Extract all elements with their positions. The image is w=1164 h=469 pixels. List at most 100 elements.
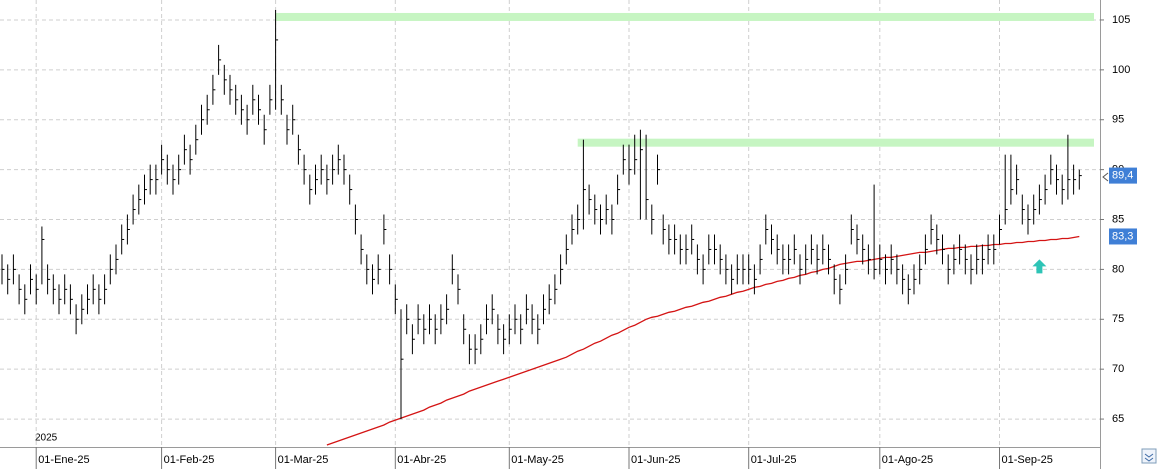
ohlc-bar [1,254,5,285]
ohlc-bar [451,254,455,285]
ohlc-bar [246,104,250,135]
ohlc-bar [389,254,393,285]
ohlc-bar [218,44,222,75]
ohlc-bar [235,84,239,115]
ohlc-bar [109,254,113,285]
ohlc-bar [178,154,182,185]
ohlc-bar [736,254,740,285]
ohlc-bar [7,264,11,295]
ohlc-bar [514,304,518,335]
ohlc-bar [793,234,797,265]
ohlc-bar [702,254,706,285]
ohlc-bar [457,274,461,305]
ohlc-bar [229,74,233,105]
ohlc-bar [805,244,809,275]
ohlc-bar [885,254,888,285]
ohlc-bar [611,204,615,235]
ohlc-bar [429,304,432,335]
ohlc-bar [594,194,598,225]
x-tick-label: 01-Mar-25 [278,454,329,466]
ohlc-bar [1073,164,1077,195]
ohlc-bar [126,214,130,245]
ohlc-bar [970,254,974,285]
y-tick-label: 70 [1112,363,1124,375]
ohlc-bar [35,274,39,305]
ohlc-bar [554,274,558,305]
last-ma-label: 83,3 [1112,230,1133,242]
ohlc-bar [360,234,364,265]
ohlc-bar [497,314,501,345]
ohlc-bar [913,264,917,295]
ohlc-bar [1044,174,1048,205]
ohlc-bar [828,244,831,275]
y-tick-label: 65 [1112,413,1124,425]
ohlc-bar [349,174,353,205]
ohlc-bar [30,264,33,295]
ohlc-bar [822,234,826,265]
ohlc-bar [976,244,980,275]
ohlc-bar [708,234,712,265]
ohlc-bar [104,274,108,305]
ohlc-bar [1033,194,1037,225]
ohlc-bar [788,244,792,275]
ohlc-bar [782,244,786,275]
ohlc-bar [662,214,666,245]
ohlc-bar [252,84,256,115]
ohlc-bar [92,274,96,305]
ohlc-bar [543,294,546,325]
ohlc-bar [12,254,16,285]
ohlc-bar [400,309,404,420]
ohlc-bar [924,234,928,265]
ohlc-bar [565,234,569,265]
ohlc-bar [845,254,849,285]
ohlc-bar [839,274,843,305]
ohlc-bar [58,284,62,315]
ohlc-bar [434,314,438,345]
ohlc-bar [651,204,655,235]
ohlc-bar [508,314,512,345]
ohlc-bar [810,234,814,265]
ohlc-bar [714,234,717,265]
y-tick-label: 75 [1112,313,1124,325]
x-tick-label: 01-May-25 [511,454,564,466]
ohlc-bar [440,304,444,335]
ohlc-bar [947,254,951,285]
ohlc-bar [280,84,284,115]
ohlc-bar [1050,154,1054,185]
ohlc-bar [275,9,279,110]
ohlc-bar [24,284,28,315]
scroll-button[interactable] [1141,448,1157,464]
ohlc-bar [725,254,729,285]
ohlc-bar [850,214,854,245]
ohlc-bar [292,104,296,135]
ohlc-bar [537,314,541,345]
x-tick-label: 01-Ago-25 [882,454,933,466]
ohlc-bar [144,174,147,205]
ohlc-bar [354,204,358,235]
ohlc-bar [417,304,421,335]
y-tick-label: 100 [1112,64,1130,76]
ohlc-bar [155,164,159,195]
ohlc-bar [639,129,643,220]
ohlc-bar [269,84,273,115]
ohlc-bar [491,294,495,325]
ohlc-bar [286,114,290,145]
ohlc-bar [759,244,763,275]
ohlc-bar [816,244,820,275]
ohlc-bar [326,164,330,195]
scroll-icon [1144,453,1154,462]
ohlc-bar [907,274,911,305]
ohlc-bar [981,244,985,275]
ohlc-bar [98,284,102,315]
x-tick-label: 01-Jun-25 [631,454,681,466]
ohlc-bar [582,139,586,230]
ohlc-bar [468,334,472,365]
ohlc-bar [81,294,85,325]
ohlc-bar [1021,194,1025,225]
ohlc-bar [161,144,165,175]
ohlc-bar [463,314,467,345]
ohlc-bar [1067,134,1071,200]
ohlc-bar [645,134,649,220]
ohlc-bar [206,94,210,125]
